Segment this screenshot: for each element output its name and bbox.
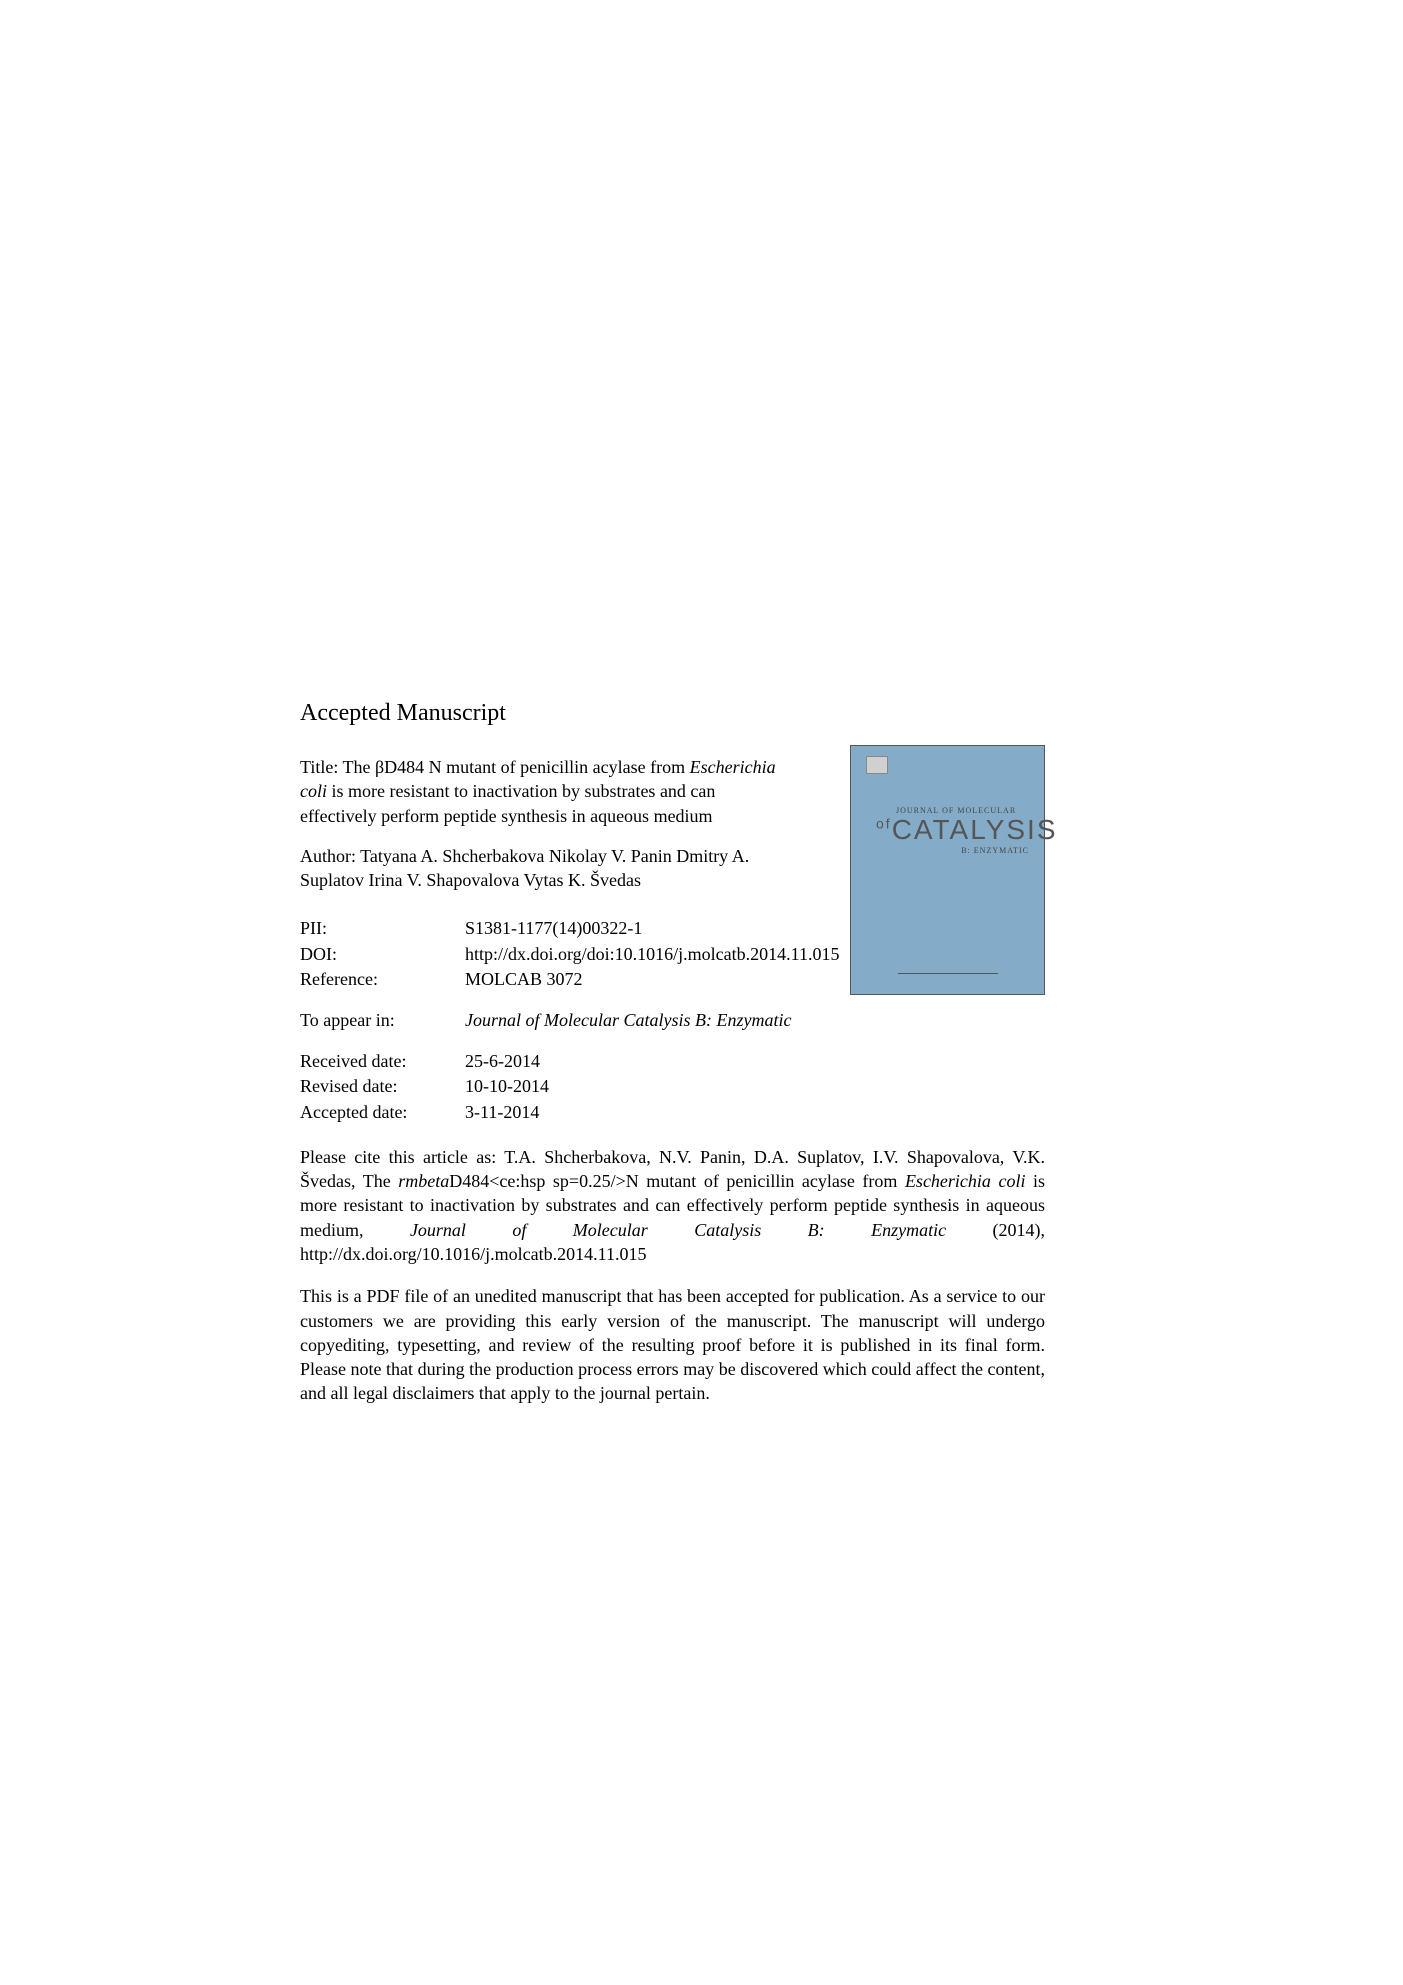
- metadata-row-appear: To appear in: Journal of Molecular Catal…: [300, 1008, 1045, 1033]
- title-prefix: Title: The βD484 N mutant of penicillin …: [300, 757, 690, 777]
- citation-journal: Journal of Molecular Catalysis B: Enzyma…: [410, 1220, 946, 1240]
- cover-logo-icon: [866, 756, 888, 774]
- received-label: Received date:: [300, 1049, 465, 1074]
- cover-title-main: ofCATALYSIS: [876, 814, 1058, 846]
- doi-label: DOI:: [300, 942, 465, 967]
- citation-text: Please cite this article as: T.A. Shcher…: [300, 1145, 1045, 1266]
- revised-value: 10-10-2014: [465, 1074, 1045, 1099]
- appear-value: Journal of Molecular Catalysis B: Enzyma…: [465, 1008, 1045, 1033]
- manuscript-header: Accepted Manuscript: [300, 700, 1045, 727]
- cover-subtitle: B: ENZYMATIC: [961, 846, 1029, 855]
- title-section: Title: The βD484 N mutant of penicillin …: [300, 755, 1045, 892]
- citation-organism: Escherichia coli: [905, 1171, 1026, 1191]
- citation-mutant-suffix: D484<ce:hsp sp=0.25/>N mutant of penicil…: [449, 1171, 905, 1191]
- metadata-row-revised: Revised date: 10-10-2014: [300, 1074, 1045, 1099]
- journal-cover-thumbnail: JOURNAL OF MOLECULAR ofCATALYSIS B: ENZY…: [850, 745, 1045, 995]
- article-title: Title: The βD484 N mutant of penicillin …: [300, 755, 795, 828]
- citation-mutant: rmbeta: [398, 1171, 449, 1191]
- page-container: Accepted Manuscript Title: The βD484 N m…: [300, 700, 1045, 1406]
- received-value: 25-6-2014: [465, 1049, 1045, 1074]
- metadata-section-appear: To appear in: Journal of Molecular Catal…: [300, 1008, 1045, 1033]
- title-suffix: is more resistant to inactivation by sub…: [300, 781, 715, 825]
- metadata-row-accepted: Accepted date: 3-11-2014: [300, 1100, 1045, 1125]
- accepted-label: Accepted date:: [300, 1100, 465, 1125]
- reference-label: Reference:: [300, 967, 465, 992]
- metadata-section-dates: Received date: 25-6-2014 Revised date: 1…: [300, 1049, 1045, 1125]
- accepted-value: 3-11-2014: [465, 1100, 1045, 1125]
- revised-label: Revised date:: [300, 1074, 465, 1099]
- pii-label: PII:: [300, 916, 465, 941]
- article-authors: Author: Tatyana A. Shcherbakova Nikolay …: [300, 844, 795, 893]
- metadata-row-received: Received date: 25-6-2014: [300, 1049, 1045, 1074]
- cover-title-text: CATALYSIS: [892, 814, 1058, 845]
- cover-divider: [898, 973, 998, 974]
- disclaimer-text: This is a PDF file of an unedited manusc…: [300, 1284, 1045, 1405]
- appear-label: To appear in:: [300, 1008, 465, 1033]
- cover-title-prefix: of: [876, 816, 892, 832]
